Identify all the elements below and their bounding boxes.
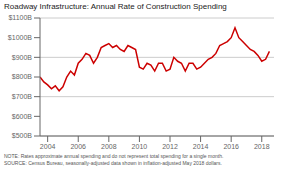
svg-text:$500B: $500B (12, 132, 33, 139)
svg-text:$1000B: $1000B (8, 34, 32, 41)
html-text:Roadway Infrastructure: Annual: Roadway Infrastructure: Annual Rate of C… (4, 2, 227, 11)
svg-text:2008: 2008 (101, 143, 117, 150)
svg-text:2004: 2004 (40, 143, 56, 150)
svg-text:2012: 2012 (162, 143, 178, 150)
svg-text:2006: 2006 (70, 143, 86, 150)
svg-text:$900B: $900B (12, 54, 33, 61)
html-text:NOTE: Rates approximate annual: NOTE: Rates approximate annual spending … (4, 153, 224, 159)
svg-text:2016: 2016 (223, 143, 239, 150)
svg-text:$600B: $600B (12, 113, 33, 120)
svg-text:$700B: $700B (12, 93, 33, 100)
svg-text:2010: 2010 (132, 143, 148, 150)
svg-text:2014: 2014 (193, 143, 209, 150)
html-text:SOURCE: Census Bureau, seasona: SOURCE: Census Bureau, seasonally-adjust… (4, 160, 222, 166)
svg-text:2018: 2018 (254, 143, 270, 150)
svg-text:$1100B: $1100B (8, 14, 32, 21)
svg-text:$800B: $800B (12, 73, 33, 80)
